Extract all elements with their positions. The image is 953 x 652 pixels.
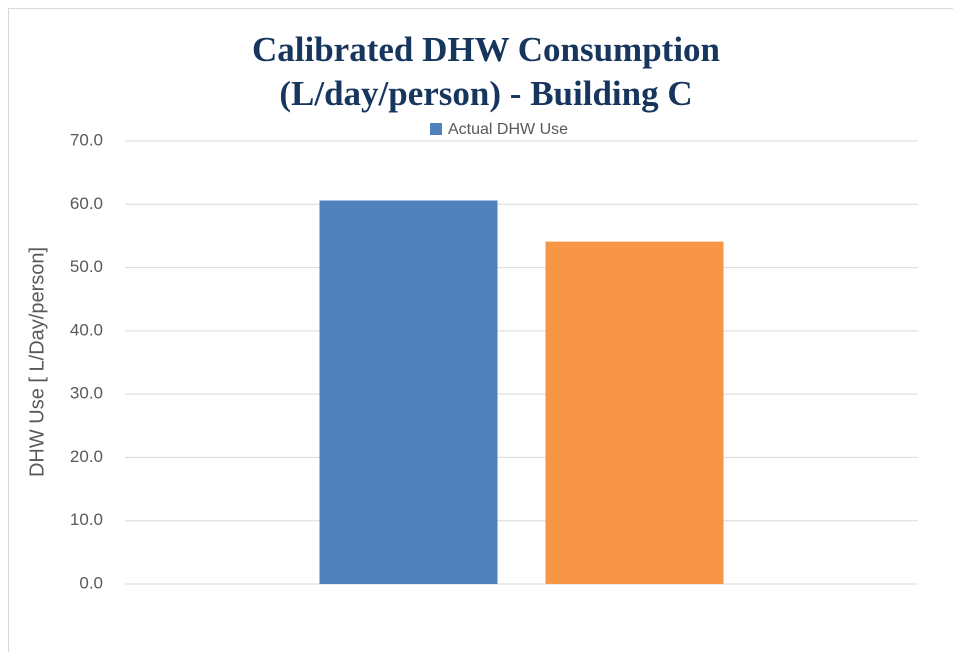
chart-frame <box>8 8 953 652</box>
legend-label: Actual DHW Use <box>448 121 568 138</box>
chart-title: Calibrated DHW Consumption <box>252 30 720 69</box>
y-tick-label: 50.0 <box>70 257 103 276</box>
y-axis-label: DHW Use [ L/Day/person] <box>26 247 48 477</box>
bar <box>319 200 498 584</box>
y-tick-label: 20.0 <box>70 447 103 466</box>
bar <box>545 241 724 585</box>
y-tick-label: 30.0 <box>70 384 103 403</box>
legend-swatch <box>430 123 442 135</box>
chart-title: (L/day/person) - Building C <box>279 74 692 113</box>
y-tick-label: 10.0 <box>70 510 103 529</box>
y-tick-label: 0.0 <box>79 573 103 592</box>
y-tick-label: 60.0 <box>70 194 103 213</box>
y-tick-label: 40.0 <box>70 320 103 339</box>
y-tick-label: 70.0 <box>70 130 103 149</box>
